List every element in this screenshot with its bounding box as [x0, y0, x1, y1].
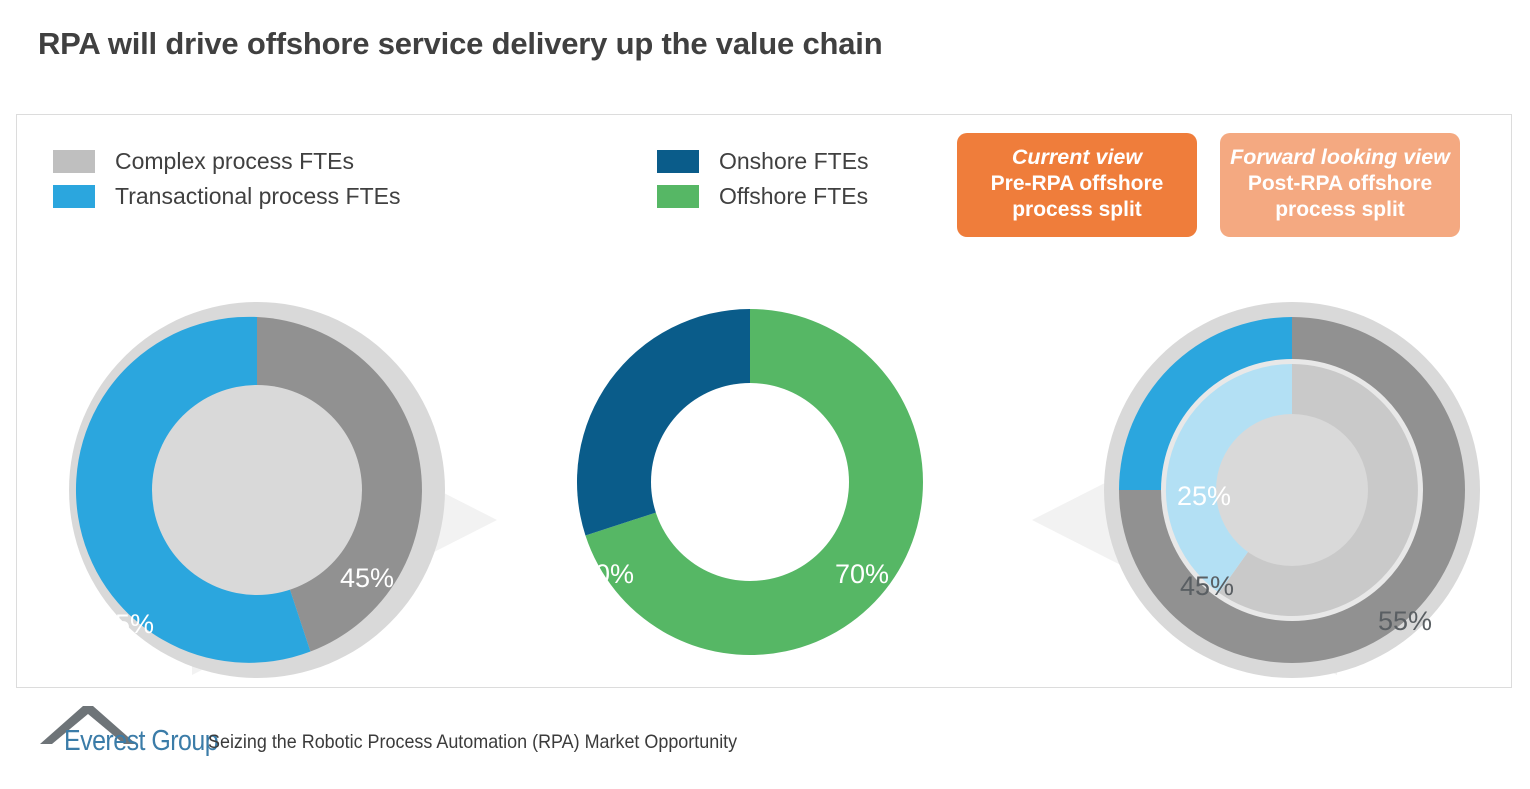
callout-forward-line1: Post-RPA offshore	[1247, 172, 1433, 195]
funnel-connector-left	[192, 365, 497, 675]
legend-label-complex: Complex process FTEs	[115, 148, 355, 174]
left-donut-slice-complex	[257, 317, 422, 652]
donut-chart-left: 45% 55%	[69, 302, 445, 678]
everest-group-logo: Everest Group	[38, 704, 219, 757]
legend-item-transactional-process: Transactional process FTEs	[53, 179, 400, 214]
legend-label-offshore: Offshore FTEs	[719, 183, 869, 209]
chart-panel: Complex process FTEs Transactional proce…	[16, 114, 1512, 688]
callout-current-line1: Pre-RPA offshore	[990, 172, 1164, 195]
right-donut-inner-slice-transactional	[1165, 363, 1292, 593]
legend-right-column: Onshore FTEs Offshore FTEs	[657, 144, 869, 214]
left-donut-slice-transactional	[75, 316, 311, 663]
right-donut-ring-separator	[1161, 359, 1423, 621]
funnel-connector-right	[1032, 365, 1337, 675]
page-title: RPA will drive offshore service delivery…	[38, 26, 883, 61]
callout-forward-view: Forward looking view Post-RPA offshore p…	[1220, 133, 1460, 237]
right-donut-hub	[1216, 414, 1368, 566]
legend-label-onshore: Onshore FTEs	[719, 148, 869, 174]
callout-current-view: Current view Pre-RPA offshore process sp…	[957, 133, 1197, 237]
mountain-peak-icon	[40, 706, 136, 744]
legend-swatch-onshore	[657, 150, 699, 173]
legend-item-onshore: Onshore FTEs	[657, 144, 869, 179]
right-donut-label-inner-complex: 55%	[1378, 606, 1432, 636]
right-donut-outer-slice-transactional	[1119, 317, 1292, 490]
callout-current-kicker: Current view	[1011, 145, 1143, 169]
legend-label-transactional: Transactional process FTEs	[115, 183, 401, 209]
legend-left-column: Complex process FTEs Transactional proce…	[53, 144, 400, 214]
right-donut-label-inner-transactional: 45%	[1180, 571, 1234, 601]
donut-chart-right: 25% 75% 45% 55%	[1104, 302, 1480, 678]
legend-swatch-offshore	[657, 185, 699, 208]
callout-forward-kicker: Forward looking view	[1230, 145, 1450, 169]
right-donut-outer-slice-complex	[1119, 317, 1465, 663]
right-donut-inner-slice-complex	[1218, 364, 1418, 616]
left-donut-label-transactional: 55%	[100, 609, 154, 639]
left-donut-hub	[152, 385, 362, 595]
callout-forward-line2: process split	[1275, 198, 1405, 221]
center-donut-slice-offshore	[585, 309, 923, 655]
left-donut-outer-rim	[69, 302, 445, 678]
right-donut-outer-rim	[1104, 302, 1480, 678]
center-donut-label-offshore: 70%	[835, 559, 889, 589]
callout-current-line2: process split	[1012, 198, 1142, 221]
center-donut-slice-onshore	[576, 309, 750, 536]
legend-swatch-complex	[53, 150, 95, 173]
legend-item-offshore: Offshore FTEs	[657, 179, 869, 214]
footer-caption: Seizing the Robotic Process Automation (…	[208, 731, 738, 753]
left-donut-label-complex: 45%	[340, 563, 394, 593]
donut-chart-center: 70% 30%	[576, 309, 923, 655]
legend-item-complex-process: Complex process FTEs	[53, 144, 400, 179]
logo-wordmark: Everest Group	[64, 725, 219, 757]
legend-swatch-transactional	[53, 185, 95, 208]
footer: Everest Group Seizing the Robotic Proces…	[38, 700, 783, 757]
right-donut-label-outer-transactional: 25%	[1177, 481, 1231, 511]
center-donut-label-onshore: 30%	[580, 559, 634, 589]
center-donut-hub	[651, 383, 849, 581]
